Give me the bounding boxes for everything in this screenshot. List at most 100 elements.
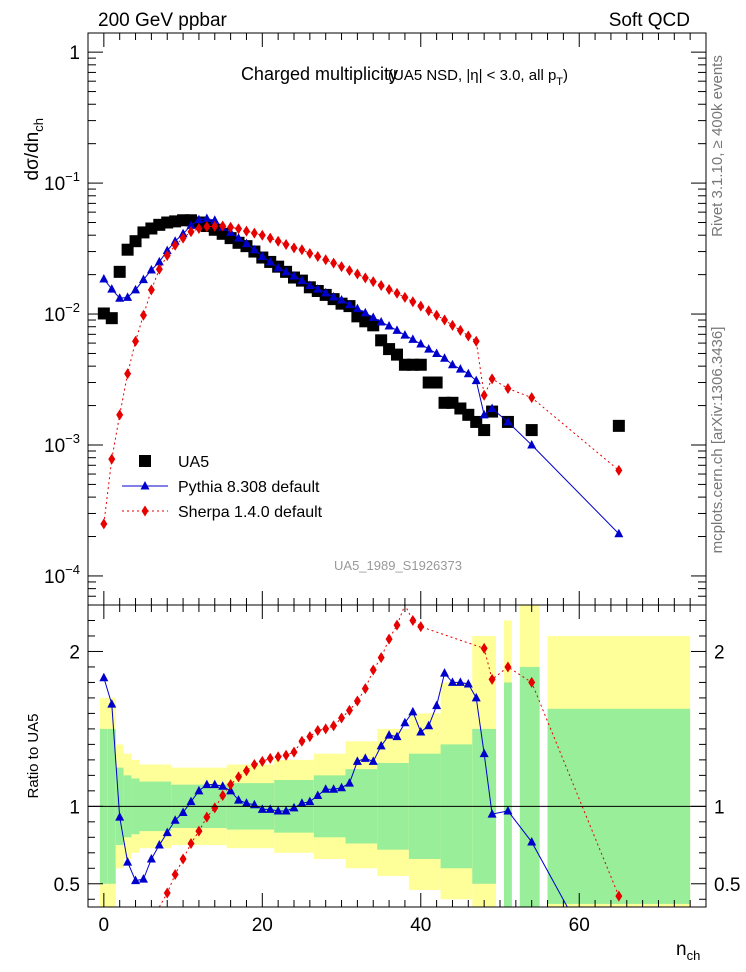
data-point [274,235,282,247]
x-axis-label: nch [676,939,700,963]
ratio-point [345,704,353,716]
ratio-point [313,790,323,799]
data-point [416,339,426,348]
data-point [124,368,132,380]
ratio-point [162,827,172,837]
data-point [430,376,443,389]
ratio-point [447,677,457,686]
y-tick-exp: −4 [65,562,80,577]
y-tick-base: 1 [69,43,80,64]
ratio-point [154,840,164,849]
ratio-series [99,605,623,907]
data-point [456,324,464,336]
legend-label: UA5 [178,454,209,471]
ratio-point [361,683,369,695]
ratio-point [282,749,290,761]
data-point [440,353,450,362]
data-point [186,220,196,229]
ratio-point [250,759,258,771]
y-axis-label-text: dσ/dn [22,132,43,181]
y-tick-base: 10 [44,567,65,588]
mcplots-label: mcplots.cern.ch [arXiv:1306.3436] [709,327,726,554]
series-sherpa [100,220,623,530]
data-point [391,348,403,361]
legend-marker [139,455,151,467]
data-point [258,229,266,241]
data-point [115,293,125,302]
ratio-point [376,740,386,750]
data-point [187,226,195,238]
data-point [385,283,393,295]
x-axis-label-sub: ch [687,948,701,963]
ratio-point [488,673,496,685]
data-point [344,299,354,309]
data-point [393,287,401,299]
data-point [417,300,425,312]
data-point [289,271,299,280]
ratio-point [344,778,354,787]
data-point [409,296,417,308]
data-point [146,264,156,274]
ratio-point [265,804,275,813]
ratio-point [242,765,250,777]
data-point [211,220,219,232]
ratio-point [131,875,141,885]
ratio-point [440,668,450,677]
data-point [139,309,147,321]
legend-label: Pythia 8.308 default [178,479,320,496]
data-point [105,312,118,325]
data-point [528,392,536,404]
data-point [525,424,538,437]
ratio-point [203,811,211,823]
ratio-point [305,796,315,806]
ratio-point [369,664,377,676]
ratio-y-tick-label: 1 [69,797,80,818]
data-point [266,232,274,244]
band-inner [519,666,540,907]
y-tick-base: 10 [44,305,65,326]
ratio-point [258,755,266,767]
ratio-point [479,748,489,758]
data-point [425,305,433,317]
y-tick-label: 10−1 [44,169,80,195]
ratio-point [471,692,481,702]
data-point [527,439,537,449]
ratio-point [504,661,512,673]
ratio-point [218,781,228,790]
ratio-point [123,857,133,866]
data-point [615,464,623,476]
data-point [305,280,315,290]
ratio-point [227,779,235,791]
data-point [478,424,491,437]
main-plot-axes: 110−110−210−310−4 [44,33,706,606]
ratio-point [409,614,417,626]
data-point [447,359,457,369]
data-point [369,276,377,288]
data-point [352,303,362,313]
legend-marker [140,481,150,490]
ratio-point [210,779,220,789]
main-plot-marks [97,213,625,538]
ratio-y-tick-label: 0.5 [54,875,80,896]
data-point [433,309,441,321]
data-point [273,262,283,272]
data-point [384,321,394,330]
ratio-y-tick-label-right: 0.5 [714,875,740,896]
ratio-point [179,853,187,865]
ratio-point [463,678,473,688]
data-point [330,257,338,269]
ratio-point [392,731,402,741]
y-tick-label: 10−3 [44,431,80,457]
ratio-point [266,752,274,764]
ratio-point [274,751,282,763]
ratio-point [393,619,401,631]
ratio-point [528,676,536,688]
data-point [432,348,442,357]
data-point [480,389,488,401]
data-point [132,335,140,347]
y-axis-label-sub: ch [31,118,46,132]
data-point [210,215,220,224]
y-tick-exp: −3 [65,431,80,446]
data-point [321,287,331,297]
y-tick-label: 10−4 [44,562,80,588]
